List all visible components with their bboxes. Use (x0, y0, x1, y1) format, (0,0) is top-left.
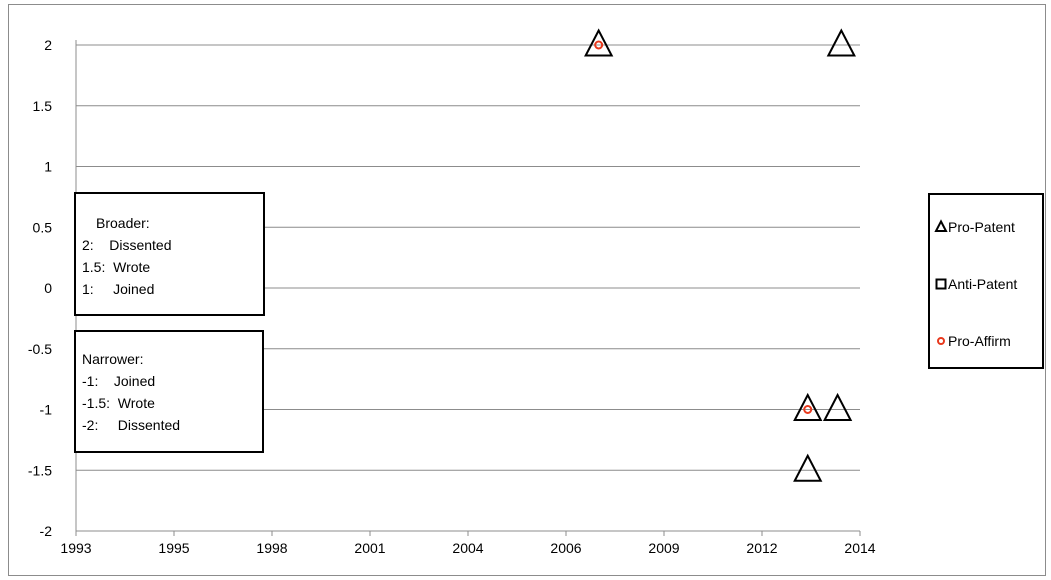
annotation-narrower-line-3: -2: Dissented (82, 417, 180, 433)
annotation-broader-line-2: 1.5: Wrote (82, 259, 150, 275)
x-tick-label: 1998 (256, 540, 287, 556)
y-tick-label: 1 (44, 159, 52, 175)
x-tick-label: 1993 (60, 540, 91, 556)
y-tick-label: -2 (40, 523, 53, 539)
legend-pro-affirm-marker (937, 337, 945, 345)
x-tick-label: 2014 (844, 540, 875, 556)
annotation-broader: Broader: 2: Dissented 1.5: Wrote 1: Join… (74, 192, 265, 316)
legend-anti-patent-label: Anti-Patent (948, 276, 1017, 292)
x-tick-label: 2001 (354, 540, 385, 556)
pro-patent-point (793, 453, 823, 482)
pro-patent-point (584, 28, 614, 57)
y-tick-label: -0.5 (28, 341, 52, 357)
legend-pro-patent-marker (934, 219, 948, 233)
y-tick-label: -1.5 (28, 462, 52, 478)
pro-affirm-point (594, 40, 604, 50)
y-tick-labels: 2 1.5 1 0.5 0 -0.5 -1 -1.5 -2 (28, 37, 52, 539)
legend-anti-patent-marker (935, 278, 947, 290)
pro-patent-point (793, 392, 823, 422)
pro-patent-point (822, 392, 853, 422)
x-tick-labels: 1993 1995 1998 2001 2004 2006 2009 2012 2014 (60, 540, 875, 556)
annotation-narrower-line-0: Narrower: (82, 351, 143, 367)
y-tick-label: 0.5 (33, 219, 53, 235)
data-points (584, 28, 856, 482)
x-tick-label: 2009 (648, 540, 679, 556)
legend-pro-patent-label: Pro-Patent (948, 219, 1015, 235)
y-tick-label: 0 (44, 280, 52, 296)
annotation-broader-line-1: 2: Dissented (82, 237, 172, 253)
x-tick-label: 2006 (550, 540, 581, 556)
annotation-narrower-line-1: -1: Joined (82, 373, 155, 389)
annotation-narrower-line-2: -1.5: Wrote (82, 395, 155, 411)
pro-affirm-point (803, 405, 813, 414)
y-tick-label: 2 (44, 37, 52, 53)
legend: Pro-Patent Anti-Patent Pro-Affirm (928, 193, 1044, 369)
y-tick-label: -1 (40, 402, 53, 418)
x-tick-label: 2012 (746, 540, 777, 556)
y-tick-label: 1.5 (33, 98, 53, 114)
annotation-broader-line-3: 1: Joined (82, 281, 154, 297)
annotation-broader-line-0: Broader: (96, 215, 150, 231)
x-tick-label: 1995 (158, 540, 189, 556)
legend-pro-affirm-label: Pro-Affirm (948, 333, 1011, 349)
x-tick-label: 2004 (452, 540, 483, 556)
legend-box (928, 193, 1044, 369)
annotation-narrower: Narrower: -1: Joined -1.5: Wrote -2: Dis… (74, 330, 264, 453)
pro-patent-point (826, 28, 856, 57)
